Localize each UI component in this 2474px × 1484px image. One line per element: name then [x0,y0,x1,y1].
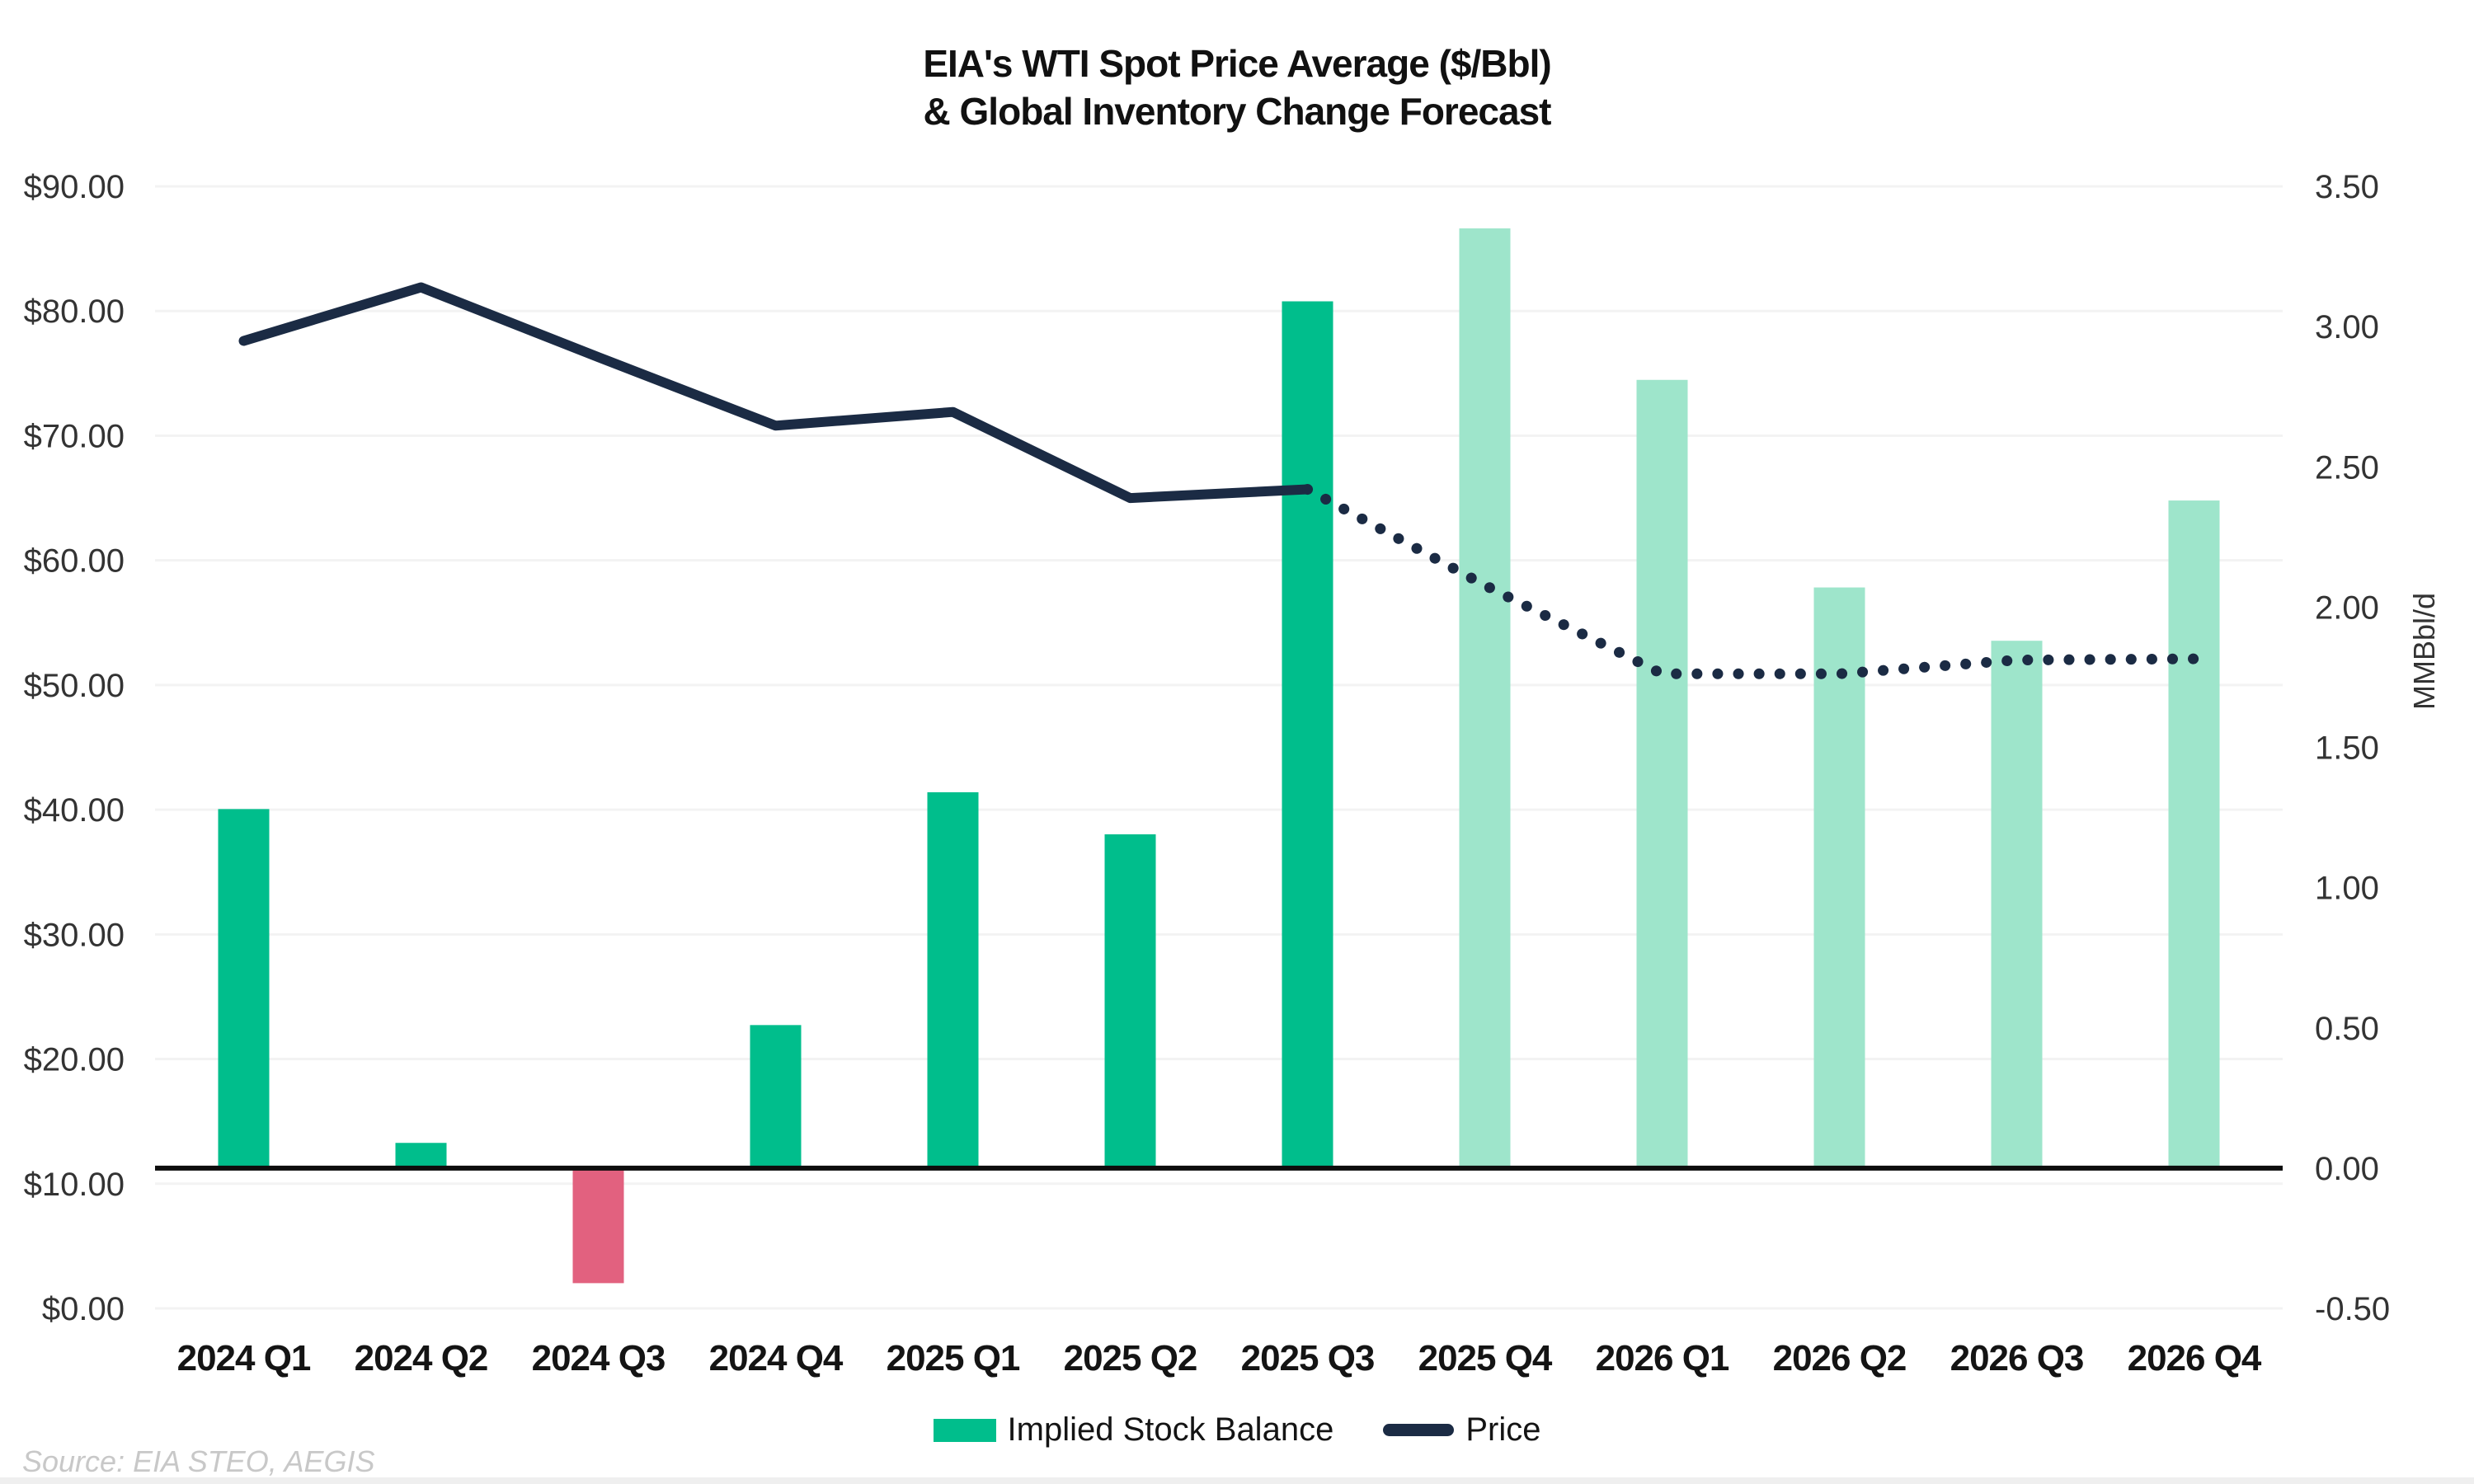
chart-title-line2: & Global Inventory Change Forecast [923,90,1552,133]
x-axis-label: 2024 Q2 [355,1338,488,1378]
x-axis-label: 2024 Q3 [532,1338,666,1378]
right-axis-tick: 0.50 [2315,1011,2379,1047]
right-axis-tick: -0.50 [2315,1291,2390,1327]
x-axis-label: 2024 Q4 [709,1338,844,1378]
x-axis-label: 2025 Q3 [1241,1338,1375,1378]
left-axis-tick: $10.00 [24,1167,125,1203]
x-axis-label: 2025 Q2 [1064,1338,1197,1378]
left-axis-tick: $60.00 [24,543,125,580]
bar-2026-Q3 [1991,641,2043,1168]
chart-title-line1: EIA's WTI Spot Price Average ($/Bbl) [923,42,1551,85]
bar-2025-Q1 [927,791,979,1168]
left-axis-tick: $30.00 [24,917,125,953]
x-axis-label: 2024 Q1 [177,1338,311,1378]
bar-2025-Q4 [1459,228,1511,1168]
x-axis-label: 2026 Q3 [1950,1338,2084,1378]
legend-swatch-price [1383,1424,1455,1436]
right-axis-tick: 2.00 [2315,589,2379,626]
x-axis-label: 2026 Q4 [2128,1338,2262,1378]
source-note: Source: EIA STEO, AEGIS [22,1444,375,1478]
bar-2024-Q2 [395,1143,447,1168]
right-axis-tick: 3.00 [2315,309,2379,345]
chart-title: EIA's WTI Spot Price Average ($/Bbl) & G… [0,40,2474,135]
footer-strip [0,1477,2474,1484]
left-axis-tick: $80.00 [24,294,125,330]
right-axis-tick: 1.00 [2315,871,2379,907]
bar-2025-Q2 [1104,834,1156,1168]
bar-2024-Q4 [750,1025,802,1168]
left-axis-tick: $0.00 [42,1291,125,1327]
left-axis-tick: $90.00 [24,169,125,205]
legend-label-price: Price [1465,1411,1541,1448]
right-axis-tick: 2.50 [2315,449,2379,486]
left-axis-tick: $70.00 [24,418,125,454]
right-axis-tick: 1.50 [2315,730,2379,767]
legend: Implied Stock Balance Price [0,1411,2474,1449]
legend-label-implied-stock-balance: Implied Stock Balance [1007,1411,1334,1448]
right-axis-tick: 0.00 [2315,1151,2379,1187]
price-line-forecast-dotted [1302,484,2199,679]
x-axis-label: 2025 Q1 [887,1338,1020,1378]
bar-2026-Q4 [2168,500,2220,1168]
left-axis-tick: $40.00 [24,792,125,829]
left-axis-tick: $50.00 [24,668,125,704]
left-axis-tick: $20.00 [24,1042,125,1078]
legend-swatch-implied-stock-balance [933,1418,996,1442]
bar-2026-Q1 [1636,379,1688,1168]
x-axis-label: 2025 Q4 [1418,1338,1553,1378]
right-axis-unit-label: MMBbl/d [2407,593,2441,710]
x-axis-label: 2026 Q1 [1596,1338,1729,1378]
price-line-historical [238,282,1313,504]
bar-2025-Q3 [1282,301,1333,1168]
bar-2026-Q2 [1813,587,1865,1168]
right-axis-tick: 3.50 [2315,169,2379,205]
bar-2024-Q3 [572,1167,624,1284]
x-axis-label: 2026 Q2 [1773,1338,1907,1378]
bar-2024-Q1 [218,809,270,1168]
